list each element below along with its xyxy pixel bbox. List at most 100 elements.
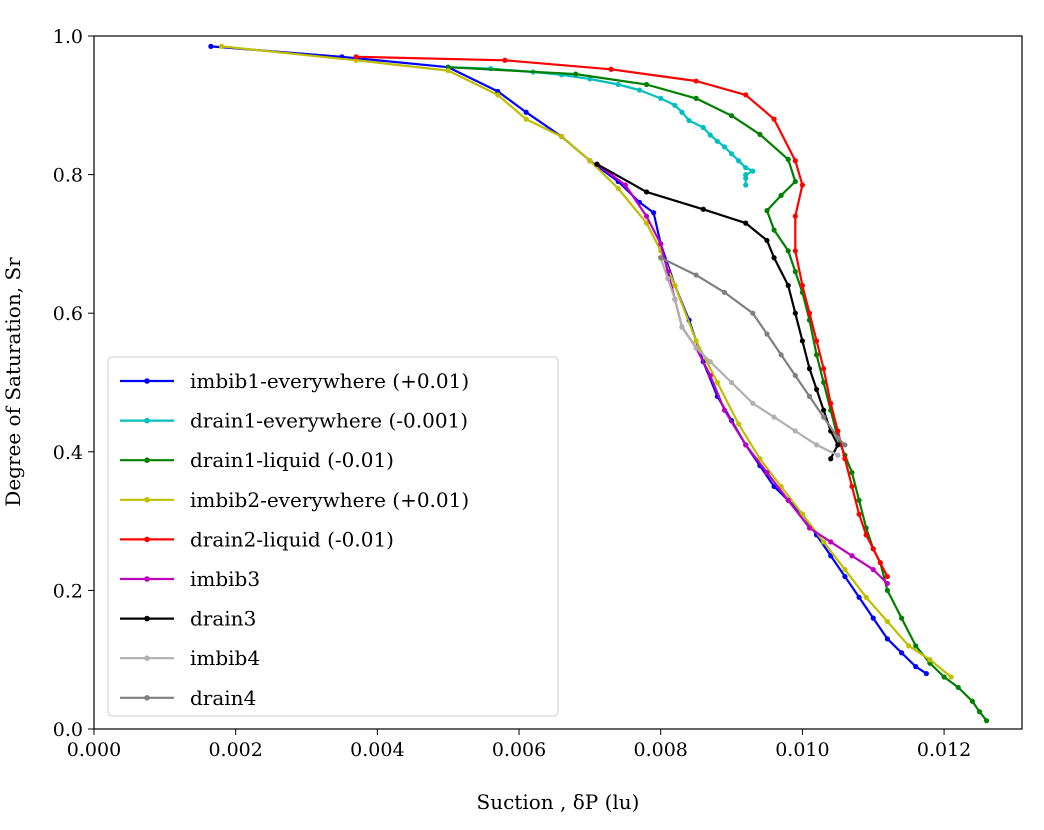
y-tick-label: 0.4	[53, 442, 83, 464]
data-point	[983, 718, 990, 724]
legend-item: drain3	[120, 607, 256, 631]
data-point	[785, 497, 791, 503]
data-point	[799, 182, 805, 188]
data-point	[693, 345, 699, 351]
data-point	[721, 289, 728, 296]
data-point	[849, 469, 855, 476]
data-point	[778, 352, 784, 358]
data-point	[955, 684, 961, 691]
series-1	[445, 64, 756, 188]
data-point	[792, 178, 798, 185]
legend-item: imbib2-everywhere (+0.01)	[120, 488, 469, 512]
legend-marker	[144, 536, 150, 543]
data-point	[941, 674, 947, 680]
legend-label: imbib4	[190, 646, 260, 670]
legend-box	[107, 356, 559, 717]
data-point	[728, 113, 735, 119]
data-point	[643, 220, 650, 226]
data-point	[608, 66, 614, 72]
x-axis: 0.000 0.002 0.004 0.006 0.008 0.010 0.012	[67, 729, 971, 761]
legend-label: imbib3	[190, 567, 260, 591]
data-point	[615, 81, 621, 88]
data-point	[658, 95, 664, 101]
plot-frame	[93, 35, 1023, 730]
data-point	[643, 81, 650, 88]
legend-label: imbib1-everywhere (+0.01)	[190, 369, 469, 393]
x-tick-label: 0.000	[67, 739, 121, 761]
data-point	[785, 156, 791, 162]
data-point	[764, 331, 770, 337]
data-point	[764, 469, 770, 476]
data-point	[573, 71, 579, 77]
y-tick-label: 1.0	[53, 26, 83, 48]
data-point	[750, 168, 756, 174]
data-point	[792, 372, 798, 379]
series-4	[353, 54, 891, 580]
data-point	[771, 116, 777, 122]
data-point	[728, 151, 735, 157]
data-point	[764, 237, 770, 244]
data-point	[523, 109, 529, 115]
legend-label: drain4	[190, 686, 256, 710]
data-point	[792, 310, 798, 316]
data-point	[728, 379, 735, 386]
legend-marker	[144, 655, 150, 661]
data-point	[785, 248, 791, 254]
data-point	[679, 324, 685, 330]
legend-marker	[144, 457, 150, 464]
data-point	[792, 269, 798, 275]
legend-item: drain1-everywhere (-0.001)	[120, 409, 468, 433]
data-point	[813, 386, 820, 393]
data-point	[707, 372, 713, 379]
data-point	[679, 109, 685, 115]
legend-item: drain2-liquid (-0.01)	[120, 527, 394, 551]
data-point	[835, 435, 841, 441]
data-point	[813, 352, 820, 358]
data-point	[658, 241, 664, 247]
data-point	[445, 68, 451, 74]
data-point	[856, 511, 862, 517]
series-layer	[208, 43, 990, 724]
data-point	[828, 456, 834, 462]
y-axis-label: Degree of Saturation, Sr	[1, 257, 25, 507]
data-point	[743, 175, 749, 181]
y-tick-label: 0.0	[53, 719, 83, 741]
data-point	[700, 124, 706, 131]
data-point	[835, 428, 841, 434]
data-point	[948, 674, 954, 680]
legend-item: drain1-liquid (-0.01)	[120, 448, 394, 472]
data-point	[927, 657, 933, 663]
legend-label: imbib2-everywhere (+0.01)	[190, 488, 469, 512]
legend-marker	[144, 576, 150, 582]
data-point	[884, 573, 891, 580]
data-point	[651, 210, 657, 216]
data-point	[813, 442, 820, 448]
data-point	[622, 182, 628, 188]
data-point	[913, 643, 919, 649]
data-point	[906, 643, 912, 649]
data-point	[558, 133, 565, 140]
data-point	[771, 414, 777, 420]
data-point	[913, 664, 919, 670]
data-point	[502, 57, 508, 63]
data-point	[828, 539, 834, 545]
data-point	[842, 567, 848, 573]
data-point	[750, 310, 756, 316]
data-point	[821, 366, 827, 372]
data-point	[686, 117, 692, 124]
data-point	[828, 400, 834, 406]
data-point	[785, 282, 791, 289]
data-point	[923, 670, 929, 677]
x-tick-label: 0.004	[350, 739, 404, 761]
data-point	[821, 379, 827, 386]
data-point	[764, 208, 770, 214]
data-point	[799, 282, 805, 289]
data-point	[672, 282, 678, 289]
data-point	[870, 546, 876, 552]
data-point	[842, 573, 848, 580]
data-point	[778, 192, 784, 198]
data-point	[821, 539, 827, 545]
y-tick-label: 0.6	[53, 303, 83, 325]
data-point	[208, 43, 214, 49]
